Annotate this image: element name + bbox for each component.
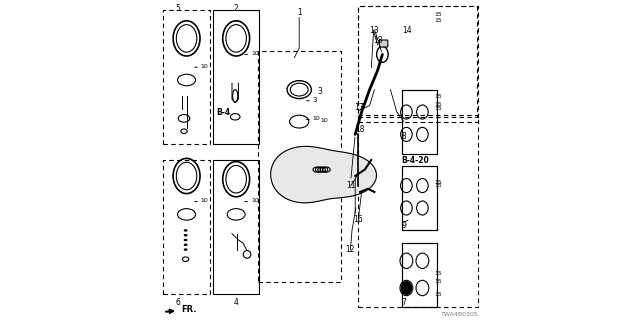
Ellipse shape <box>184 239 188 241</box>
Bar <box>258 51 341 282</box>
Bar <box>402 90 437 154</box>
Text: 16: 16 <box>353 215 364 224</box>
Text: 10: 10 <box>320 117 328 123</box>
Text: FR.: FR. <box>166 305 196 314</box>
Text: B-4: B-4 <box>216 108 230 116</box>
Text: 15: 15 <box>434 180 442 185</box>
Text: 15: 15 <box>434 93 442 99</box>
Text: 14: 14 <box>402 26 412 35</box>
Bar <box>163 160 210 294</box>
Text: 10: 10 <box>201 198 209 204</box>
Text: 10: 10 <box>201 64 209 69</box>
Text: 15: 15 <box>434 183 442 188</box>
Bar <box>402 166 437 230</box>
Text: 15: 15 <box>434 106 442 111</box>
Bar <box>212 10 259 144</box>
Bar <box>358 6 479 122</box>
Ellipse shape <box>184 234 188 236</box>
Text: 10: 10 <box>251 198 259 204</box>
Text: 15: 15 <box>434 12 442 17</box>
Text: B-4-20: B-4-20 <box>402 156 429 164</box>
Text: 5: 5 <box>175 4 180 12</box>
Text: 18: 18 <box>373 36 382 44</box>
Text: 9: 9 <box>401 221 406 230</box>
Bar <box>212 160 259 294</box>
Text: 8: 8 <box>401 132 406 140</box>
Text: 15: 15 <box>434 279 442 284</box>
Text: 15: 15 <box>434 271 442 276</box>
Text: 18: 18 <box>355 125 365 134</box>
Ellipse shape <box>184 248 188 251</box>
Text: 17: 17 <box>354 103 364 112</box>
Text: 7: 7 <box>401 298 406 307</box>
Text: 10: 10 <box>251 51 259 56</box>
Text: 1: 1 <box>297 8 301 17</box>
Text: 15: 15 <box>434 292 442 297</box>
Text: TWA4B0305: TWA4B0305 <box>441 312 479 317</box>
Ellipse shape <box>401 281 412 295</box>
Bar <box>358 6 477 117</box>
Text: 11: 11 <box>346 181 355 190</box>
Text: 13: 13 <box>369 26 379 35</box>
Bar <box>402 166 437 230</box>
FancyBboxPatch shape <box>380 40 388 47</box>
Text: 15: 15 <box>434 18 442 23</box>
Bar <box>358 115 479 307</box>
Bar <box>402 243 437 307</box>
Text: 15: 15 <box>434 101 442 107</box>
Polygon shape <box>271 146 376 203</box>
Text: 4: 4 <box>234 298 239 307</box>
Bar <box>163 10 210 144</box>
Text: 12: 12 <box>346 245 355 254</box>
Ellipse shape <box>184 229 188 232</box>
Text: 10: 10 <box>312 116 321 121</box>
Text: 3: 3 <box>317 87 323 96</box>
Text: 3: 3 <box>312 97 317 103</box>
Text: 6: 6 <box>175 298 180 307</box>
Bar <box>402 90 437 154</box>
Ellipse shape <box>184 244 188 246</box>
Bar <box>402 243 437 307</box>
Text: 2: 2 <box>234 4 239 12</box>
